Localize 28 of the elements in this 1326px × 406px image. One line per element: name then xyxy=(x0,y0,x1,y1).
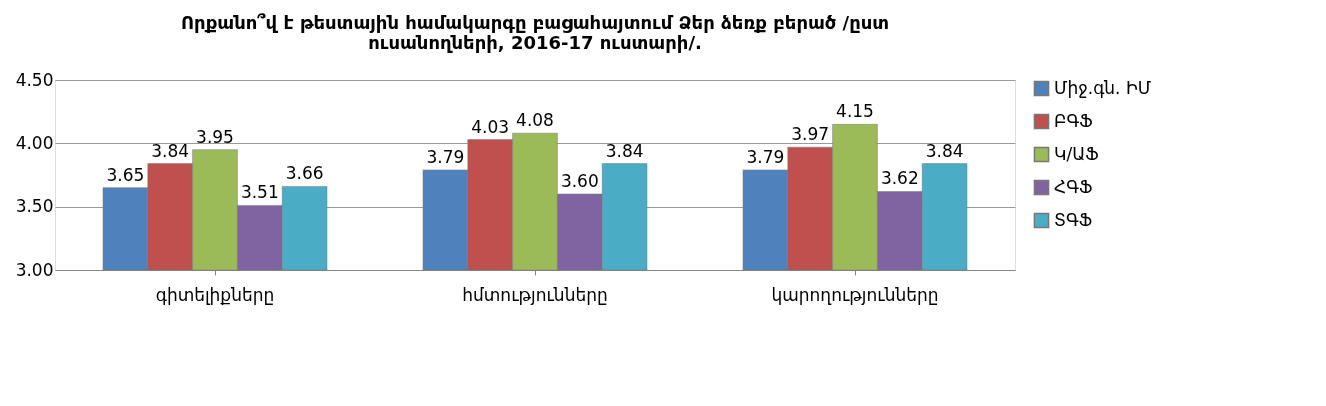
y-tick-label: 4.00 xyxy=(15,132,54,153)
data-label: 3.97 xyxy=(791,124,830,145)
y-tick-label: 4.50 xyxy=(15,69,54,90)
data-label: 4.08 xyxy=(516,110,554,131)
x-tick-label: կարողությունները xyxy=(771,284,939,305)
legend-label: Կ/ԱՖ xyxy=(1054,143,1099,164)
data-label: 3.79 xyxy=(426,146,465,167)
legend-label: ԲԳՖ xyxy=(1054,110,1093,131)
x-tick-label: գիտելիքները xyxy=(155,284,275,305)
x-tick-label: հմտությունները xyxy=(462,284,608,305)
legend-label: Միջ.գն. ԻՄ xyxy=(1054,77,1152,98)
data-label: 3.79 xyxy=(746,146,785,167)
data-label: 4.15 xyxy=(836,101,874,122)
y-tick-label: 3.50 xyxy=(15,196,54,217)
legend-label: ՏԳՖ xyxy=(1054,209,1093,230)
legend-label: ՀԳՖ xyxy=(1054,176,1093,197)
data-label: 3.66 xyxy=(285,163,324,184)
data-label: 4.03 xyxy=(471,116,510,137)
chart-title: Որքանո՞վ է թեստային համակարգը բացահայտում Ձեր ձեռք բերած /ըստ ուսանողների, 2016-17 ուստարի/. xyxy=(180,12,890,53)
data-label: 3.51 xyxy=(240,182,279,203)
data-label: 3.65 xyxy=(106,164,145,185)
data-label: 3.84 xyxy=(925,140,964,161)
data-label: 3.84 xyxy=(151,140,190,161)
y-tick-label: 3.00 xyxy=(15,259,54,280)
data-label: 3.84 xyxy=(605,140,644,161)
data-label: 3.60 xyxy=(560,171,599,191)
data-label: 3.62 xyxy=(880,168,919,189)
data-label: 3.95 xyxy=(196,126,234,147)
